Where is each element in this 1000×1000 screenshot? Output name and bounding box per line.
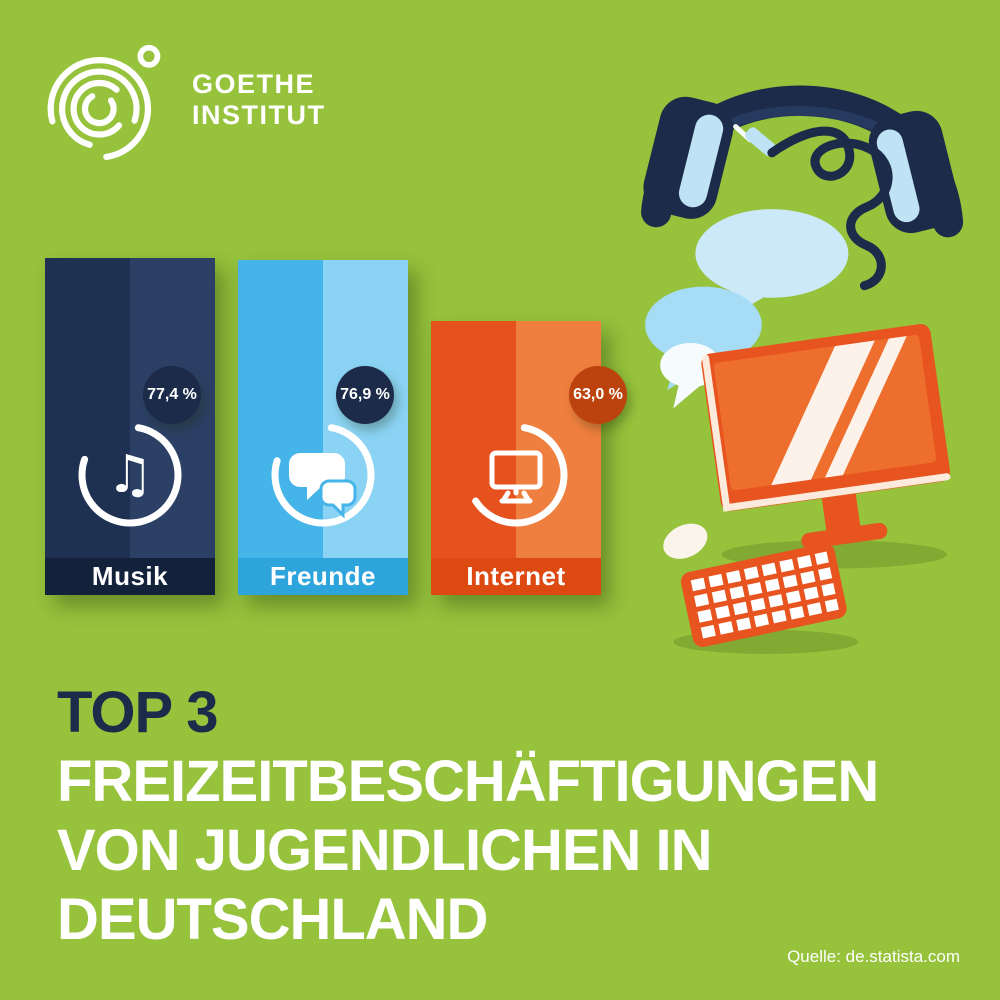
bar-category-label: Internet <box>431 558 601 595</box>
bar-freunde: 76,9 % Freunde <box>238 260 408 595</box>
speech-bubbles-glyph <box>289 453 357 519</box>
monitor-illustration <box>701 324 951 569</box>
bar-chart: 77,4 % ♫ Musik 76,9 % <box>45 258 627 595</box>
logo-text-line1: GOETHE <box>192 69 316 99</box>
bar-musik: 77,4 % ♫ Musik <box>45 258 215 595</box>
value-label: 76,9 % <box>340 386 390 403</box>
mouse-illustration <box>663 523 708 559</box>
keyboard-illustration <box>673 543 859 654</box>
source-credit: Quelle: de.statista.com <box>787 947 960 966</box>
music-note-glyph: ♫ <box>106 445 154 505</box>
goethe-spiral-icon <box>47 44 161 161</box>
monitor-icon <box>460 419 572 531</box>
progress-ring <box>464 423 568 527</box>
headline-line-3: DEUTSCHLAND <box>57 887 488 952</box>
media-illustration <box>641 85 964 654</box>
speech-bubbles-icon <box>267 419 379 531</box>
music-note-icon: ♫ <box>74 419 186 531</box>
logo-text-line2: INSTITUT <box>192 100 326 130</box>
logo-wordmark: GOETHE INSTITUT <box>192 69 326 131</box>
value-badge: 76,9 % <box>336 366 394 424</box>
goethe-institut-logo: GOETHE INSTITUT <box>44 42 326 166</box>
monitor-glyph <box>489 450 543 504</box>
value-badge: 77,4 % <box>143 366 201 424</box>
bar-category-label: Freunde <box>238 558 408 595</box>
headline-line-2: VON JUGENDLICHEN IN <box>57 818 713 883</box>
headline-top: TOP 3 <box>57 680 219 745</box>
value-label: 77,4 % <box>147 386 197 403</box>
bar-category-label: Musik <box>45 558 215 595</box>
value-badge: 63,0 % <box>569 366 627 424</box>
headphones-illustration <box>641 85 964 291</box>
headline: TOP 3 FREIZEITBESCHÄFTIGUNGEN VON JUGEND… <box>57 678 879 954</box>
value-label: 63,0 % <box>573 386 623 403</box>
progress-ring <box>271 423 375 527</box>
progress-ring <box>78 423 182 527</box>
headline-line-1: FREIZEITBESCHÄFTIGUNGEN <box>57 749 879 814</box>
bar-internet: 63,0 % Internet <box>431 321 627 595</box>
